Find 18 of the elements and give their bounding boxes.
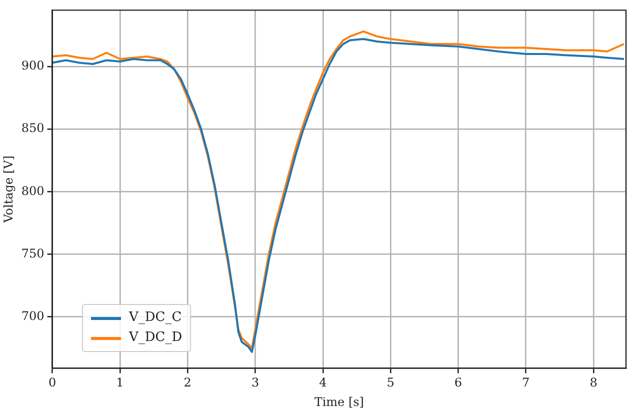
x-tick-label: 7 <box>522 376 530 390</box>
y-tick-label: 800 <box>21 184 44 198</box>
x-tick-label: 4 <box>319 376 328 390</box>
y-axis-title: Voltage [V] <box>1 156 16 224</box>
x-tick-label: 3 <box>251 376 260 390</box>
y-tick-label: 700 <box>21 309 44 324</box>
x-tick-label: 1 <box>116 376 124 390</box>
y-tick-label: 750 <box>21 246 44 260</box>
y-tick-label: 900 <box>21 58 44 73</box>
x-tick-label: 2 <box>184 376 192 390</box>
legend-label: V_DC_C <box>129 309 182 327</box>
legend-label: V_DC_D <box>129 329 182 347</box>
x-axis-title: Time [s] <box>314 394 364 409</box>
x-tick-label: 0 <box>48 376 56 390</box>
x-tick-label: 6 <box>454 376 462 390</box>
y-tick-label: 850 <box>21 121 44 136</box>
x-tick-label: 5 <box>386 376 394 390</box>
x-tick-label: 8 <box>590 376 598 390</box>
